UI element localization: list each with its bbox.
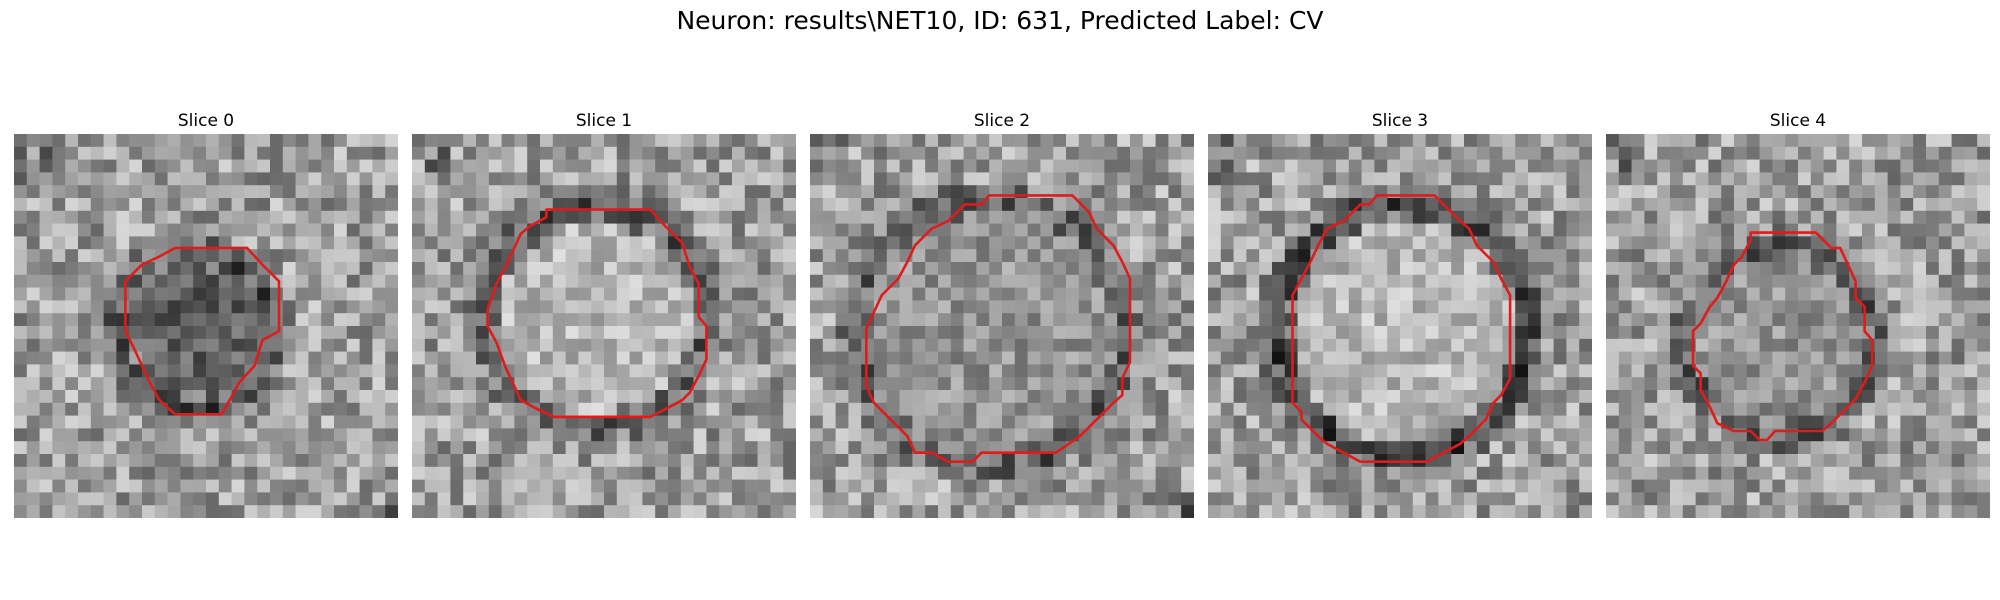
- slice-image: [1208, 134, 1592, 518]
- slice-title: Slice 2: [973, 111, 1031, 131]
- slice-title: Slice 0: [177, 111, 235, 131]
- contour-outline: [486, 208, 708, 419]
- pixel-grid: [412, 134, 796, 518]
- pixel-grid: [1606, 134, 1990, 518]
- slice-panel-3: Slice 3: [1208, 108, 1592, 518]
- slice-svg: [14, 134, 398, 518]
- contour-outline: [1291, 194, 1512, 464]
- contour-outline: [1691, 231, 1874, 442]
- slice-panel-2: Slice 2: [810, 108, 1194, 518]
- slice-image: [810, 134, 1194, 518]
- slice-image: [412, 134, 796, 518]
- pixel-grid: [810, 134, 1194, 518]
- slice-panel-0: Slice 0: [14, 108, 398, 518]
- contour-outline: [864, 194, 1132, 464]
- slice-image: [1606, 134, 1990, 518]
- pixel-grid: [14, 134, 398, 518]
- slice-title: Slice 3: [1371, 111, 1429, 131]
- slice-svg: [810, 134, 1194, 518]
- slice-svg: [1208, 134, 1592, 518]
- slice-svg: [412, 134, 796, 518]
- slice-image: [14, 134, 398, 518]
- figure-title: Neuron: results\NET10, ID: 631, Predicte…: [676, 6, 1324, 35]
- pixel-grid: [1208, 134, 1592, 518]
- slice-panel-4: Slice 4: [1606, 108, 1990, 518]
- slice-svg: [1606, 134, 1990, 518]
- slice-panel-1: Slice 1: [412, 108, 796, 518]
- contour-outline: [124, 246, 281, 416]
- slice-title: Slice 1: [575, 111, 633, 131]
- slice-title: Slice 4: [1769, 111, 1827, 131]
